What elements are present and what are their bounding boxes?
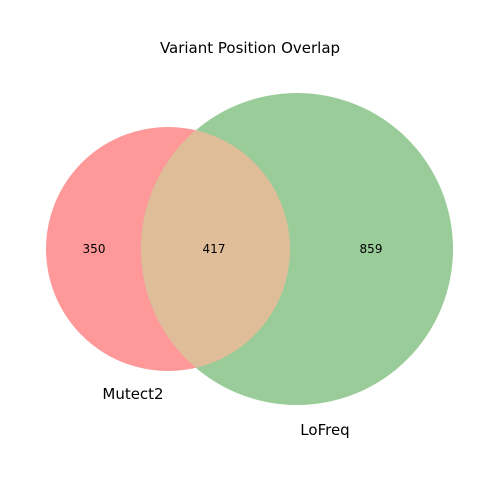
set-b-only-count: 859 <box>360 242 383 256</box>
diagram-title: Variant Position Overlap <box>160 39 340 57</box>
set-b-label: LoFreq <box>300 421 349 439</box>
intersection-region <box>141 127 290 371</box>
intersection-count: 417 <box>203 242 226 256</box>
set-a-only-count: 350 <box>83 242 106 256</box>
set-a-label: Mutect2 <box>102 385 163 403</box>
